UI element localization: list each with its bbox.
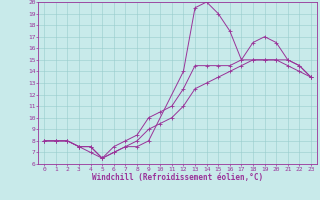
- X-axis label: Windchill (Refroidissement éolien,°C): Windchill (Refroidissement éolien,°C): [92, 173, 263, 182]
